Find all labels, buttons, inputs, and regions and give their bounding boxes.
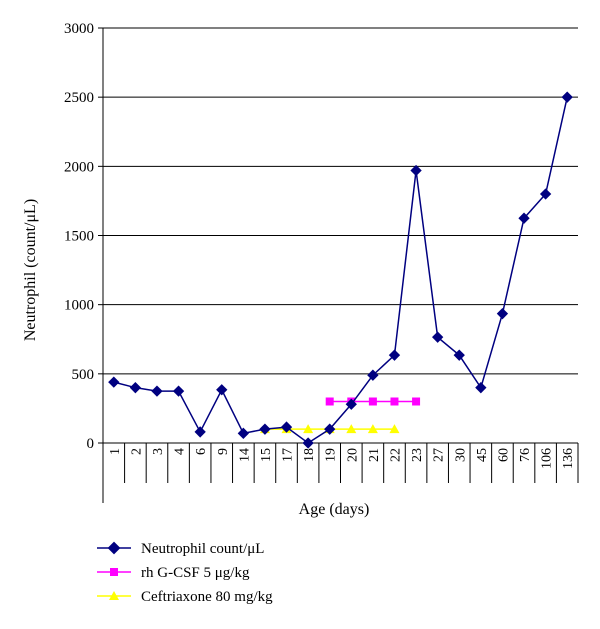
y-tick-label-500: 500 [72, 367, 95, 383]
point-diamond [172, 385, 185, 397]
series-neutrophil [108, 91, 573, 449]
point-triangle [346, 424, 357, 434]
x-tick-label-30: 30 [453, 448, 468, 462]
legend-marker-diamond [107, 541, 121, 555]
x-tick-label-9: 9 [216, 448, 231, 455]
x-tick-label-17: 17 [281, 448, 296, 462]
legend-label-ceftriaxone: Ceftriaxone 80 mg/kg [141, 589, 273, 605]
point-diamond [302, 437, 314, 449]
point-diamond [216, 384, 228, 396]
y-tick-label-2000: 2000 [64, 159, 94, 175]
x-tick-label-60: 60 [496, 448, 511, 462]
grid-lines [103, 27, 578, 375]
point-square [412, 397, 421, 406]
x-tick-label-3: 3 [151, 448, 166, 455]
x-tick-label-23: 23 [410, 448, 425, 462]
point-square [390, 397, 399, 406]
y-tick-label-3000: 3000 [64, 21, 94, 37]
legend-label-neutrophil: Neutrophil count/μL [141, 541, 264, 557]
point-diamond [151, 385, 163, 397]
point-diamond [280, 421, 293, 433]
point-diamond [367, 369, 379, 381]
point-diamond [129, 382, 142, 394]
legend: Neutrophil count/μL rh G-CSF 5 μg/kg Cef… [97, 541, 273, 605]
series-line [113, 97, 568, 444]
legend-label-gcsf: rh G-CSF 5 μg/kg [141, 565, 250, 581]
y-axis-title: Neutrophil (count/μL) [22, 199, 39, 341]
x-tick-label-6: 6 [194, 448, 209, 455]
point-diamond [108, 376, 120, 388]
point-triangle [303, 424, 314, 434]
point-diamond [453, 349, 465, 361]
y-tick-label-1000: 1000 [64, 298, 94, 314]
x-tick-label-2: 2 [129, 448, 144, 455]
point-diamond [539, 188, 552, 200]
point-diamond [410, 164, 422, 177]
x-tick-label-21: 21 [367, 448, 382, 462]
x-tick-label-4: 4 [173, 448, 188, 455]
y-tick-label-0: 0 [87, 436, 95, 452]
x-tick-label-136: 136 [561, 448, 576, 469]
legend-marker-square [110, 568, 118, 576]
y-tick-label-2500: 2500 [64, 90, 94, 106]
point-diamond [259, 423, 271, 435]
point-diamond [237, 427, 249, 439]
x-tick-label-22: 22 [388, 448, 403, 462]
x-tick-label-106: 106 [540, 448, 555, 469]
legend-marker-triangle [109, 591, 119, 600]
legend-item-neutrophil: Neutrophil count/μL [97, 541, 264, 557]
point-triangle [367, 424, 378, 434]
point-diamond [561, 91, 573, 103]
x-tick-label-20: 20 [345, 448, 360, 462]
y-axis-ticks: 0 500 1000 1500 2000 2500 3000 [64, 21, 103, 452]
legend-item-ceftriaxone: Ceftriaxone 80 mg/kg [97, 589, 273, 605]
point-triangle [389, 424, 400, 434]
x-tick-label-76: 76 [518, 448, 533, 462]
point-diamond [388, 349, 401, 361]
series-group [108, 91, 573, 449]
x-tick-label-19: 19 [324, 448, 339, 462]
point-square [325, 397, 334, 406]
series-gcsf [325, 397, 421, 406]
point-diamond [496, 308, 509, 320]
x-tick-label-18: 18 [302, 448, 317, 462]
y-tick-label-1500: 1500 [64, 229, 94, 245]
point-diamond [518, 212, 530, 224]
x-tick-label-45: 45 [475, 448, 490, 462]
point-diamond [324, 423, 336, 435]
point-diamond [194, 426, 206, 438]
point-diamond [432, 331, 444, 343]
x-tick-label-14: 14 [237, 448, 252, 462]
x-tick-label-27: 27 [432, 448, 447, 462]
point-square [368, 397, 377, 406]
legend-item-gcsf: rh G-CSF 5 μg/kg [97, 565, 250, 581]
axes [102, 28, 579, 503]
x-axis-ticks: 1 2 3 4 6 9 14 15 17 18 19 20 21 22 23 27 30 45 60 76 106 136 [108, 443, 576, 483]
x-axis-title: Age (days) [299, 501, 370, 518]
x-tick-label-1: 1 [108, 448, 123, 455]
point-diamond [475, 382, 487, 394]
point-diamond [345, 398, 357, 410]
x-tick-label-15: 15 [259, 448, 274, 462]
